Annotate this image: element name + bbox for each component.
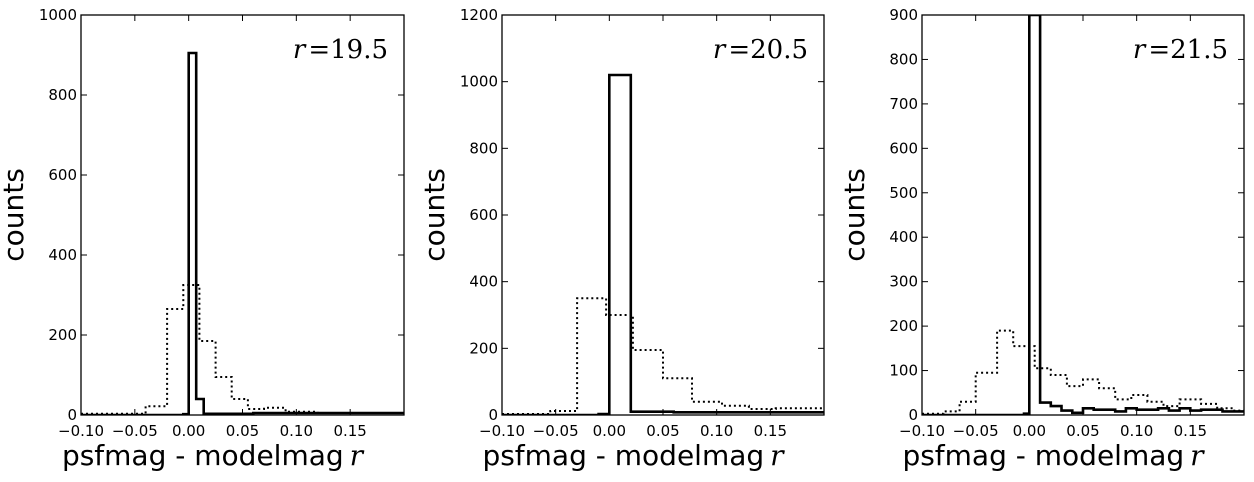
y-tick-labels: 0 200 400 600 800 1000 xyxy=(39,6,77,424)
x-tick-label: 0.05 xyxy=(646,422,679,440)
x-tick-label: −0.10 xyxy=(899,422,945,440)
dotted-histogram-line xyxy=(502,297,824,415)
y-tick-label: 600 xyxy=(469,206,498,224)
y-tick-label: 100 xyxy=(889,362,918,380)
y-tick-label: 700 xyxy=(889,95,918,113)
histogram-panel-r-19-5: 0 200 400 600 800 1000 −0.10 −0.05 0.00 0.05 0.10… xyxy=(0,6,405,472)
y-tick-label: 600 xyxy=(889,139,918,157)
x-tick-label: 0.05 xyxy=(1066,422,1099,440)
y-tick-label: 800 xyxy=(889,50,918,68)
y-tick-label: 800 xyxy=(469,139,498,157)
plot-frame xyxy=(921,14,1245,416)
solid-histogram-line xyxy=(81,51,404,415)
x-tick-label: −0.05 xyxy=(953,422,999,440)
x-tick-label: 0.15 xyxy=(333,422,366,440)
y-axis-label: counts xyxy=(838,168,871,262)
y-tick-label: 400 xyxy=(48,246,77,264)
x-tick-label: 0.00 xyxy=(172,422,205,440)
y-tick-label: 800 xyxy=(48,86,77,104)
histogram-panel-r-21-5: 0 100 200 300 400 500 600 700 800 900 −0.10 −0.05 0… xyxy=(838,6,1245,472)
y-tick-label: 0 xyxy=(67,406,77,424)
histogram-series xyxy=(81,51,404,415)
x-axis-label-text: psfmag - modelmag xyxy=(482,439,764,472)
annotation-operator: = xyxy=(308,35,330,65)
x-axis-label: psfmag - modelmag r xyxy=(62,439,365,472)
x-tick-label: 0.00 xyxy=(1013,422,1046,440)
panel-annotation: r =19.5 xyxy=(293,35,388,65)
y-axis-label: counts xyxy=(0,168,30,262)
y-tick-label: 300 xyxy=(889,273,918,291)
plot-frame xyxy=(501,14,825,416)
x-tick-label: 0.10 xyxy=(280,422,313,440)
y-tick-label: 1200 xyxy=(460,6,498,24)
y-tick-label: 0 xyxy=(908,406,918,424)
x-axis-label: psfmag - modelmag r xyxy=(902,439,1205,472)
annotation-value: 20.5 xyxy=(750,35,808,65)
x-tick-label: 0.10 xyxy=(700,422,733,440)
x-tick-label: 0.15 xyxy=(754,422,787,440)
y-tick-label: 200 xyxy=(469,339,498,357)
annotation-operator: = xyxy=(1148,35,1170,65)
y-tick-label: 900 xyxy=(889,6,918,24)
x-axis-label-variable: r xyxy=(350,439,365,472)
y-tick-labels: 0 200 400 600 800 1000 1200 xyxy=(460,6,498,424)
y-axis-label: counts xyxy=(418,168,451,262)
y-tick-label: 1000 xyxy=(460,73,498,91)
annotation-variable: r xyxy=(713,35,727,65)
panel-annotation: r =21.5 xyxy=(1133,35,1228,65)
y-tick-label: 500 xyxy=(889,184,918,202)
x-tick-label: −0.05 xyxy=(533,422,579,440)
x-tick-label: 0.05 xyxy=(226,422,259,440)
x-tick-label: −0.05 xyxy=(112,422,158,440)
dotted-histogram-line xyxy=(81,284,404,415)
x-tick-label: −0.10 xyxy=(58,422,104,440)
x-axis-label-variable: r xyxy=(1190,439,1205,472)
x-tick-label: −0.10 xyxy=(479,422,525,440)
histogram-series xyxy=(922,15,1244,415)
x-axis-label-text: psfmag - modelmag xyxy=(62,439,344,472)
y-tick-label: 200 xyxy=(48,326,77,344)
y-tick-labels: 0 100 200 300 400 500 600 700 800 900 xyxy=(889,6,918,424)
x-tick-label: 0.00 xyxy=(593,422,626,440)
annotation-operator: = xyxy=(728,35,750,65)
annotation-value: 19.5 xyxy=(330,35,388,65)
x-tick-labels: −0.10 −0.05 0.00 0.05 0.10 0.15 xyxy=(479,422,787,440)
y-tick-label: 1000 xyxy=(39,6,77,24)
x-tick-label: 0.10 xyxy=(1120,422,1153,440)
x-axis-label-text: psfmag - modelmag xyxy=(902,439,1184,472)
y-tick-label: 600 xyxy=(48,166,77,184)
x-tick-labels: −0.10 −0.05 0.00 0.05 0.10 0.15 xyxy=(58,422,367,440)
y-tick-label: 0 xyxy=(488,406,498,424)
x-tick-label: 0.15 xyxy=(1174,422,1207,440)
panel-annotation: r =20.5 xyxy=(713,35,808,65)
annotation-variable: r xyxy=(1133,35,1147,65)
histogram-panel-r-20-5: 0 200 400 600 800 1000 1200 −0.10 −0.05 0.00 0.05… xyxy=(418,6,825,472)
x-axis-label-variable: r xyxy=(770,439,785,472)
y-tick-label: 400 xyxy=(889,228,918,246)
y-tick-label: 200 xyxy=(889,317,918,335)
annotation-value: 21.5 xyxy=(1170,35,1228,65)
solid-histogram-line xyxy=(922,15,1244,415)
x-axis-label: psfmag - modelmag r xyxy=(482,439,785,472)
y-tick-label: 400 xyxy=(469,273,498,291)
annotation-variable: r xyxy=(293,35,307,65)
x-tick-labels: −0.10 −0.05 0.00 0.05 0.10 0.15 xyxy=(899,422,1207,440)
plot-frame xyxy=(80,14,405,416)
